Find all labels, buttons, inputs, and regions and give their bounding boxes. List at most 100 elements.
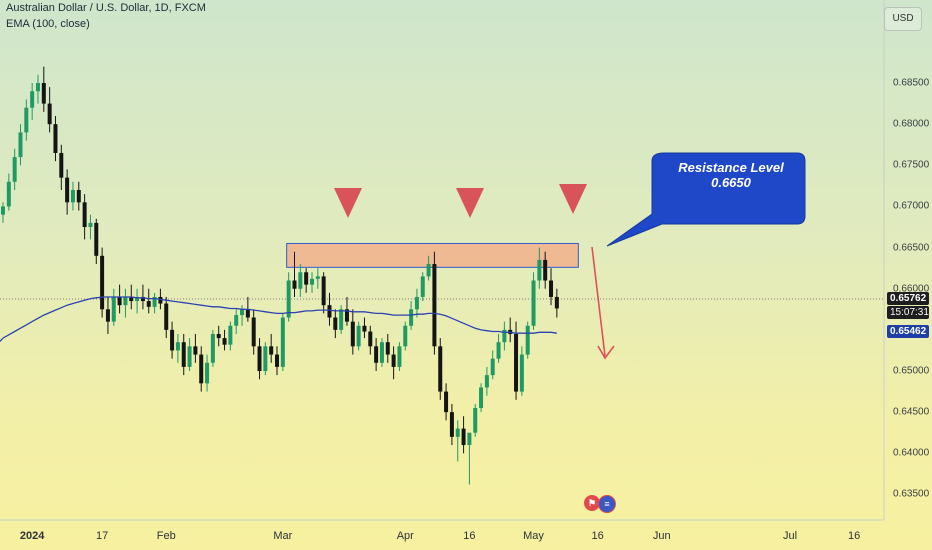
currency-button[interactable]: USD [884, 7, 922, 31]
candle[interactable] [117, 284, 122, 314]
candle[interactable] [100, 247, 105, 318]
sell-marker-triangle[interactable] [559, 184, 587, 214]
candle[interactable] [59, 144, 64, 190]
candle[interactable] [385, 333, 390, 363]
candle[interactable] [321, 272, 326, 314]
candle[interactable] [455, 420, 460, 462]
candle[interactable] [187, 338, 192, 372]
us-flag-icon[interactable]: ≡ [598, 495, 616, 513]
candle[interactable] [164, 296, 169, 339]
candle[interactable] [537, 247, 542, 289]
candle[interactable] [426, 255, 431, 281]
indicator-legend[interactable]: EMA (100, close) [6, 18, 90, 30]
candle[interactable] [484, 366, 489, 396]
candle[interactable] [105, 296, 110, 334]
candle[interactable] [368, 325, 373, 355]
candle[interactable] [181, 333, 186, 376]
candle[interactable] [263, 342, 268, 376]
candle[interactable] [333, 309, 338, 339]
candle[interactable] [18, 124, 23, 166]
candle[interactable] [350, 309, 355, 355]
candle[interactable] [420, 272, 425, 302]
candle[interactable] [292, 251, 297, 297]
candle[interactable] [461, 416, 466, 454]
candle[interactable] [327, 292, 332, 326]
candle[interactable] [222, 329, 227, 351]
candle[interactable] [257, 338, 262, 380]
candle[interactable] [53, 115, 58, 162]
candle[interactable] [397, 342, 402, 372]
candle[interactable] [152, 292, 157, 314]
resistance-zone[interactable] [286, 242, 579, 268]
callout-box[interactable] [606, 152, 806, 247]
candle[interactable] [315, 268, 320, 289]
candle[interactable] [280, 313, 285, 372]
candle[interactable] [41, 66, 46, 112]
candle[interactable] [123, 288, 128, 318]
candle[interactable] [30, 83, 35, 121]
candle[interactable] [514, 321, 519, 400]
symbol-title[interactable]: Australian Dollar / U.S. Dollar, 1D, FXC… [6, 2, 206, 14]
candle[interactable] [228, 321, 233, 351]
candle[interactable] [309, 272, 314, 293]
candle[interactable] [199, 346, 204, 392]
candle[interactable] [234, 309, 239, 334]
candle[interactable] [275, 346, 280, 376]
candle[interactable] [94, 218, 99, 265]
candle[interactable] [519, 346, 524, 396]
candle[interactable] [35, 74, 40, 104]
candle[interactable] [391, 346, 396, 380]
candle[interactable] [543, 251, 548, 289]
candle[interactable] [269, 333, 274, 363]
candle[interactable] [449, 403, 454, 446]
projection-arrow[interactable] [591, 246, 615, 360]
sell-marker-triangle[interactable] [456, 188, 484, 218]
candle[interactable] [135, 288, 140, 314]
candle[interactable] [438, 338, 443, 400]
candle[interactable] [76, 181, 81, 211]
candle[interactable] [362, 317, 367, 339]
candle[interactable] [403, 321, 408, 351]
candle[interactable] [47, 87, 52, 133]
candle[interactable] [24, 99, 29, 141]
candle[interactable] [508, 317, 513, 343]
candle[interactable] [146, 288, 151, 314]
candle[interactable] [140, 284, 145, 310]
candle[interactable] [531, 272, 536, 330]
candle[interactable] [339, 305, 344, 334]
candle[interactable] [479, 383, 484, 413]
candle[interactable] [205, 354, 210, 392]
candle[interactable] [1, 202, 5, 223]
ema-line[interactable] [0, 296, 557, 342]
candle[interactable] [111, 288, 116, 326]
candle[interactable] [496, 333, 501, 363]
candle[interactable] [549, 268, 554, 306]
candle[interactable] [374, 338, 379, 372]
candle[interactable] [467, 432, 472, 485]
candle[interactable] [490, 350, 495, 380]
candle[interactable] [525, 321, 530, 359]
candle[interactable] [473, 403, 478, 437]
candle[interactable] [6, 173, 11, 211]
candle[interactable] [82, 194, 87, 240]
candle[interactable] [414, 288, 419, 318]
candle[interactable] [12, 148, 17, 190]
candle[interactable] [240, 305, 245, 326]
candle[interactable] [216, 325, 221, 347]
candle[interactable] [444, 383, 449, 421]
candle[interactable] [70, 181, 75, 211]
candle[interactable] [554, 288, 559, 318]
candle[interactable] [193, 333, 198, 363]
candle[interactable] [65, 169, 70, 215]
candle[interactable] [170, 321, 175, 359]
candle[interactable] [251, 309, 256, 355]
sell-marker-triangle[interactable] [334, 188, 362, 218]
candle[interactable] [356, 321, 361, 351]
candle[interactable] [432, 251, 437, 355]
candle[interactable] [304, 268, 309, 293]
candle[interactable] [298, 264, 303, 297]
candle[interactable] [210, 329, 215, 367]
flag-icon[interactable]: ⚑ [584, 495, 600, 511]
